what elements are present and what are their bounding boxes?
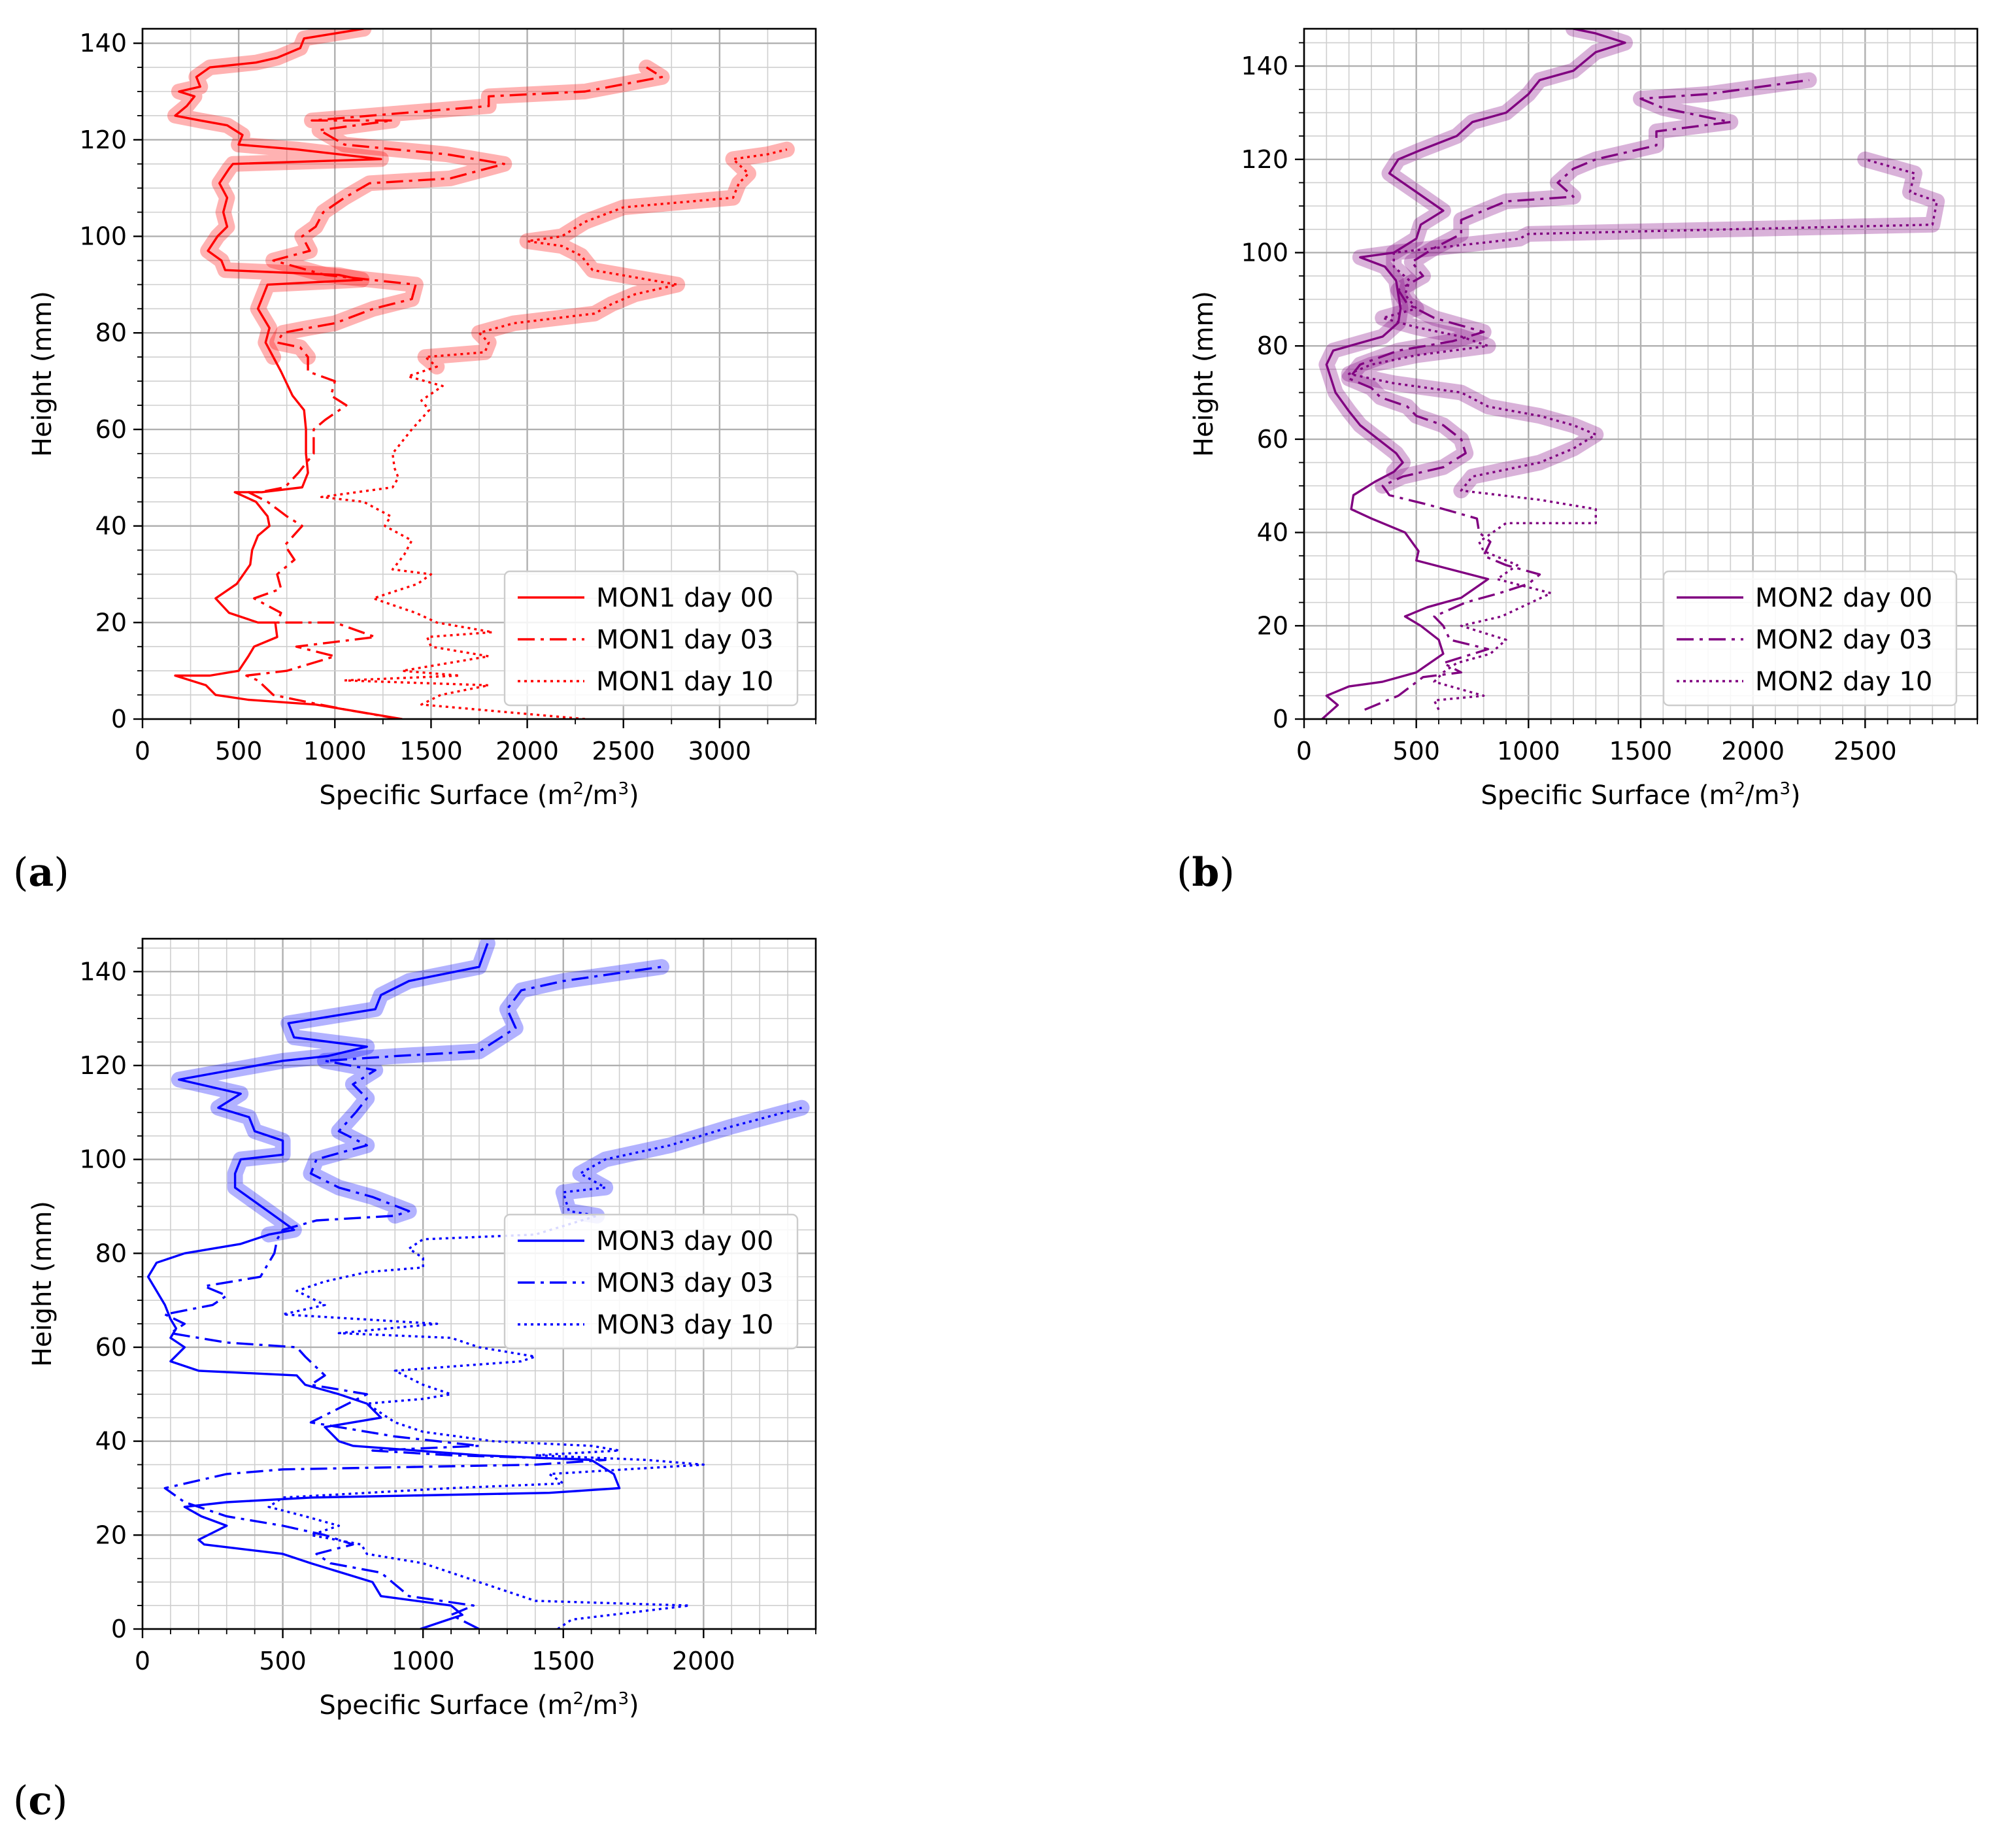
x-tick-label: 0 — [135, 737, 150, 765]
series-line-a-0 — [174, 29, 403, 719]
x-axis-label-xlabel_sup2: 3 — [618, 1689, 629, 1709]
y-tick-label: 120 — [79, 1051, 127, 1080]
x-tick-label: 0 — [1296, 737, 1312, 765]
y-tick-label: 60 — [95, 415, 127, 444]
legend: MON2 day 00 MON2 day 03 MON2 day 10 — [1662, 570, 1958, 707]
x-tick-label: 2500 — [592, 737, 655, 765]
y-tick-label: 20 — [95, 1520, 127, 1549]
legend-box — [1662, 570, 1958, 707]
x-axis-label-xlabel_mid: /m — [1745, 781, 1779, 811]
x-axis-label-xlabel_main: Specific Surface (m — [1481, 781, 1734, 811]
y-axis-label: Height (mm) — [27, 291, 58, 457]
x-tick-label: 2000 — [495, 737, 559, 765]
x-tick-label: 0 — [135, 1647, 150, 1675]
y-tick-label: 140 — [1241, 52, 1288, 80]
series-line-b-2 — [1348, 158, 1938, 711]
y-axis-label: Height (mm) — [1189, 291, 1219, 457]
x-tick-label: 1500 — [399, 737, 463, 765]
x-tick-label: 2500 — [1834, 737, 1897, 765]
panel-label-c: (c) — [13, 1778, 68, 1824]
legend: MON3 day 00 MON3 day 03 MON3 day 10 — [503, 1213, 799, 1350]
x-tick-label: 1000 — [392, 1647, 455, 1675]
legend-box — [503, 570, 799, 707]
y-tick-label: 40 — [95, 1427, 127, 1456]
panel-label-a: (a) — [13, 850, 69, 896]
x-axis-label-xlabel_main: Specific Surface (m — [319, 1690, 573, 1721]
x-tick-label: 3000 — [688, 737, 751, 765]
series-halo-c-2 — [555, 1100, 810, 1224]
y-tick-label: 20 — [95, 608, 127, 637]
y-tick-label: 40 — [95, 512, 127, 541]
series-line-c-1 — [163, 966, 662, 1629]
x-axis-label: Specific Surface (m2/m3) — [319, 779, 639, 811]
y-tick-label: 0 — [111, 705, 127, 733]
y-tick-label: 140 — [79, 957, 127, 986]
y-tick-label: 40 — [1257, 518, 1288, 547]
y-tick-label: 120 — [79, 126, 127, 154]
y-tick-label: 100 — [1241, 238, 1288, 267]
y-tick-label: 20 — [1257, 611, 1288, 640]
legend-entry-1: MON2 day 03 — [1755, 625, 1932, 655]
x-axis-label-xlabel_mid: /m — [584, 1690, 618, 1721]
panel-label-b: (b) — [1177, 850, 1235, 896]
panel-b-chart: 0 500 1000 1500 2000 2500 0 20 40 60 80 100 120 140 Sp… — [1189, 27, 1979, 811]
plot-area — [146, 939, 810, 1629]
x-axis-label-xlabel_main: Specific Surface (m — [319, 781, 573, 811]
x-axis-label-xlabel_sup2: 3 — [618, 779, 629, 799]
y-tick-label: 60 — [1257, 425, 1288, 454]
legend: MON1 day 00 MON1 day 03 MON1 day 10 — [503, 570, 799, 707]
y-tick-label: 100 — [79, 222, 127, 251]
legend-entry-1: MON3 day 03 — [596, 1268, 773, 1298]
y-tick-label: 80 — [1257, 331, 1288, 360]
series-line-a-2 — [320, 148, 788, 719]
x-tick-label: 1000 — [1497, 737, 1560, 765]
x-tick-label: 1500 — [531, 1647, 595, 1675]
panel-c-chart: 0 500 1000 1500 2000 0 20 40 60 80 100 120 140 Specif… — [27, 937, 817, 1721]
y-tick-label: 140 — [79, 29, 127, 58]
x-tick-label: 2000 — [1721, 737, 1785, 765]
x-axis-label-xlabel_end: ) — [629, 781, 639, 811]
x-axis-label-xlabel_sup2: 3 — [1779, 779, 1790, 799]
x-tick-label: 500 — [259, 1647, 307, 1675]
legend-entry-2: MON3 day 10 — [596, 1310, 773, 1340]
y-tick-label: 0 — [111, 1615, 127, 1643]
panel-a-chart: 0 500 1000 1500 2000 2500 3000 0 20 40 60 80 100 120 1… — [27, 27, 817, 811]
x-axis-label-xlabel_end: ) — [629, 1690, 639, 1721]
series-line-b-0 — [1321, 29, 1626, 719]
x-tick-label: 1000 — [303, 737, 367, 765]
x-axis-label-xlabel_sup1: 2 — [1734, 779, 1745, 799]
y-tick-label: 80 — [95, 318, 127, 347]
x-tick-label: 1500 — [1609, 737, 1673, 765]
legend-entry-0: MON1 day 00 — [596, 583, 773, 613]
legend-entry-1: MON1 day 03 — [596, 625, 773, 655]
legend-entry-0: MON2 day 00 — [1755, 583, 1932, 613]
series-line-a-1 — [245, 66, 663, 719]
x-axis-label: Specific Surface (m2/m3) — [1481, 779, 1800, 811]
y-axis-label: Height (mm) — [27, 1201, 58, 1367]
plot-area — [1318, 29, 1945, 719]
series-line-c-0 — [146, 943, 621, 1629]
y-tick-label: 80 — [95, 1239, 127, 1268]
series-line-b-1 — [1348, 78, 1809, 711]
y-tick-label: 0 — [1273, 705, 1288, 733]
plot-area — [167, 29, 795, 719]
x-axis-label: Specific Surface (m2/m3) — [319, 1689, 639, 1721]
legend-entry-2: MON2 day 10 — [1755, 667, 1932, 697]
x-axis-label-xlabel_end: ) — [1790, 781, 1801, 811]
x-axis-label-xlabel_mid: /m — [584, 781, 618, 811]
y-tick-label: 60 — [95, 1333, 127, 1362]
x-tick-label: 500 — [215, 737, 263, 765]
x-tick-label: 500 — [1392, 737, 1440, 765]
y-tick-label: 120 — [1241, 145, 1288, 174]
x-axis-label-xlabel_sup1: 2 — [573, 779, 584, 799]
x-tick-label: 2000 — [672, 1647, 735, 1675]
x-axis-label-xlabel_sup1: 2 — [573, 1689, 584, 1709]
y-tick-label: 100 — [79, 1145, 127, 1174]
legend-box — [503, 1213, 799, 1350]
legend-entry-0: MON3 day 00 — [596, 1226, 773, 1256]
legend-entry-2: MON1 day 10 — [596, 667, 773, 697]
